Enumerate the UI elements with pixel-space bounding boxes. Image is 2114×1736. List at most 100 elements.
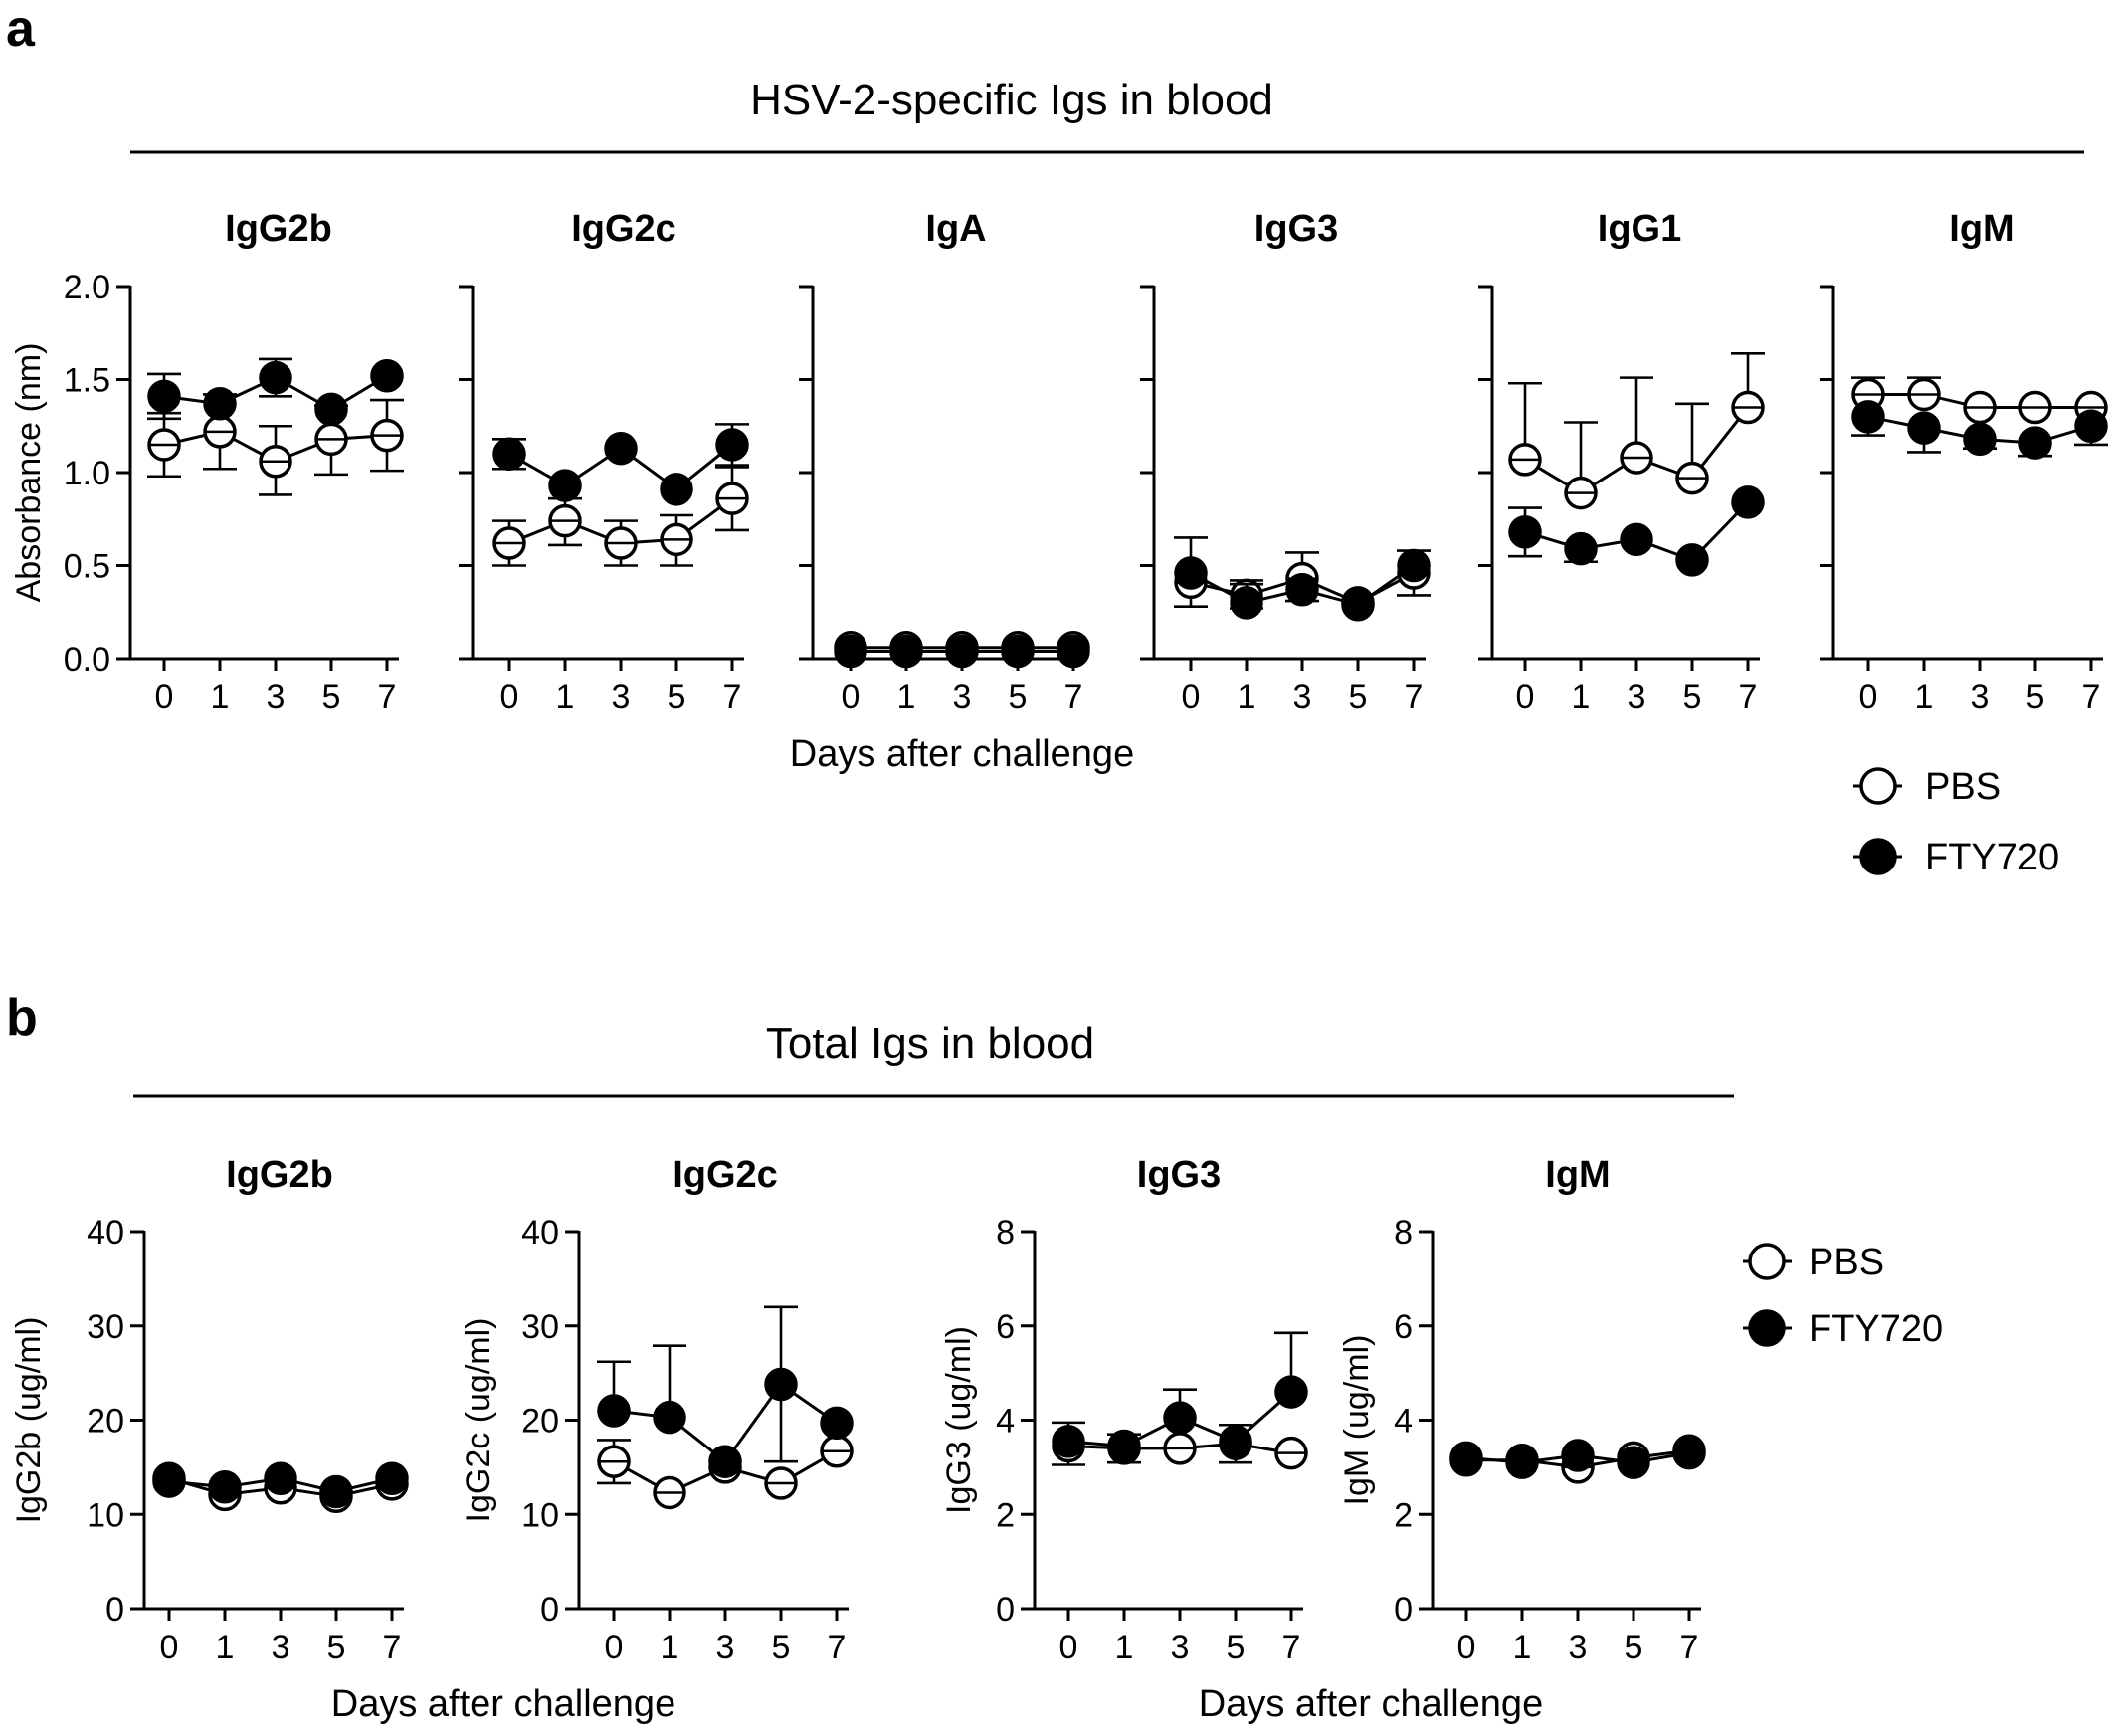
y-tick-label-b-igg2b-3: 30 [87, 1308, 124, 1346]
chart-title-a-igg3: IgG3 [1254, 208, 1338, 250]
panel-b-xlabel-right: Days after challenge [1199, 1683, 1543, 1725]
x-tick-label-a-igg3-4: 7 [1405, 678, 1424, 716]
chart-a-igg3: IgG3 0 1 3 5 7 [1140, 208, 1431, 716]
point-b-igm-fty720-5 [1617, 1446, 1650, 1479]
y-tick-label-b-igg2b-4: 40 [87, 1214, 124, 1252]
point-b-igg3-fty720-1 [1107, 1429, 1141, 1463]
point-b-igm-fty720-7 [1672, 1436, 1706, 1470]
legend-b-pbs-marker [1748, 1243, 1786, 1280]
point-a-igg1-fty720-1 [1564, 531, 1598, 566]
y-tick-label-b-igm-1: 2 [1394, 1496, 1413, 1534]
chart-title-a-igm: IgM [1949, 208, 2014, 250]
point-a-igg3-fty720-0 [1174, 556, 1208, 590]
x-tick-label-b-igg3-3: 5 [1227, 1629, 1246, 1666]
chart-title-a-igg1: IgG1 [1598, 208, 1681, 250]
x-tick-label-a-igg3-0: 0 [1182, 678, 1201, 716]
x-tick-label-a-igg2c-4: 7 [723, 678, 742, 716]
y-tick-label-b-igm-2: 4 [1394, 1403, 1413, 1441]
chart-title-a-igg2b: IgG2b [225, 208, 332, 250]
x-tick-label-a-igm-3: 5 [2026, 678, 2045, 716]
x-tick-label-a-igg2b-4: 7 [378, 678, 397, 716]
point-a-igg3-fty720-3 [1285, 573, 1319, 607]
x-tick-label-b-igm-1: 1 [1513, 1629, 1532, 1666]
x-tick-label-b-igg3-2: 3 [1171, 1629, 1190, 1666]
point-b-igg2c-fty720-0 [597, 1394, 631, 1428]
point-a-igg1-fty720-5 [1675, 543, 1709, 577]
point-b-igg2b-fty720-5 [319, 1474, 353, 1509]
point-a-igg1-fty720-7 [1731, 485, 1765, 519]
chart-title-b-igg2c: IgG2c [673, 1154, 778, 1196]
point-a-igm-fty720-7 [2074, 409, 2108, 443]
point-b-igg3-fty720-7 [1274, 1375, 1308, 1409]
panel-a-title: HSV-2-specific Igs in blood [750, 76, 1273, 124]
legend-b-fty720-marker [1748, 1309, 1786, 1347]
x-tick-label-a-igg3-1: 1 [1238, 678, 1256, 716]
x-tick-label-b-igg2c-0: 0 [605, 1629, 624, 1666]
y-tick-label-a-igg2b-2: 1.0 [64, 455, 110, 492]
x-tick-label-a-iga-4: 7 [1064, 678, 1083, 716]
point-a-igm-fty720-0 [1851, 400, 1885, 434]
legend-fty720-label: FTY720 [1925, 837, 2059, 878]
point-b-igm-fty720-1 [1505, 1446, 1539, 1479]
x-tick-label-b-igm-4: 7 [1680, 1629, 1699, 1666]
x-tick-label-b-igg2c-4: 7 [828, 1629, 847, 1666]
y-tick-label-a-igg2b-0: 0.0 [64, 641, 110, 678]
point-a-igg3-fty720-1 [1230, 586, 1263, 620]
point-b-igg2c-fty720-5 [764, 1367, 798, 1402]
y-tick-label-b-igg3-2: 4 [996, 1403, 1015, 1441]
chart-title-b-igg2b: IgG2b [226, 1154, 333, 1196]
legend-pbs-marker [1859, 767, 1897, 805]
y-tick-label-b-igg3-3: 6 [996, 1308, 1015, 1346]
x-tick-label-b-igg2b-3: 5 [327, 1629, 346, 1666]
point-a-igg2b-fty720-5 [314, 392, 348, 427]
point-a-igm-fty720-3 [1963, 422, 1997, 457]
panel-a-letter: a [6, 0, 36, 58]
y-tick-label-b-igm-3: 6 [1394, 1308, 1413, 1346]
x-tick-label-a-igm-0: 0 [1859, 678, 1878, 716]
x-tick-label-b-igm-0: 0 [1457, 1629, 1476, 1666]
point-b-igg2c-fty720-1 [653, 1400, 686, 1435]
point-a-iga-fty720-0 [834, 634, 867, 669]
panel-a-ylabel: Absorbance (nm) [10, 343, 48, 603]
y-tick-label-a-igg2b-3: 1.5 [64, 362, 110, 400]
x-tick-label-a-igg2c-0: 0 [500, 678, 519, 716]
point-b-igg2c-fty720-7 [820, 1406, 854, 1441]
y-tick-label-b-igg2c-3: 30 [521, 1308, 559, 1346]
point-a-igg1-fty720-3 [1620, 522, 1653, 557]
x-tick-label-a-igg2b-2: 3 [267, 678, 286, 716]
point-a-iga-fty720-3 [945, 634, 979, 669]
x-tick-label-b-igg2b-0: 0 [160, 1629, 179, 1666]
x-tick-label-a-igm-1: 1 [1915, 678, 1934, 716]
point-b-igg2b-fty720-3 [264, 1461, 297, 1495]
point-a-igg2b-fty720-1 [203, 387, 237, 421]
chart-a-iga: IgA 0 1 3 5 7 [799, 208, 1090, 716]
x-tick-label-a-igg2b-1: 1 [211, 678, 230, 716]
x-tick-label-b-igm-2: 3 [1569, 1629, 1588, 1666]
point-a-igg2c-fty720-1 [548, 469, 582, 502]
legend-fty720-marker [1859, 838, 1897, 875]
point-a-igm-fty720-5 [2018, 426, 2052, 460]
legend-pbs-label: PBS [1925, 766, 2001, 808]
y-tick-label-b-igg2c-0: 0 [540, 1591, 559, 1629]
x-tick-label-a-igg2c-1: 1 [556, 678, 575, 716]
x-tick-label-a-igg1-0: 0 [1516, 678, 1535, 716]
chart-title-a-igg2c: IgG2c [571, 208, 676, 250]
x-tick-label-b-igg2b-1: 1 [216, 1629, 235, 1666]
point-b-igg2b-fty720-0 [152, 1464, 186, 1498]
point-b-igg3-fty720-5 [1219, 1425, 1252, 1458]
chart-title-b-igm: IgM [1545, 1154, 1610, 1196]
y-axis-label-b-igg2b: IgG2b (ug/ml) [10, 1317, 48, 1524]
y-tick-label-b-igm-4: 8 [1394, 1214, 1413, 1252]
y-tick-label-b-igg3-0: 0 [996, 1591, 1015, 1629]
x-tick-label-a-igg2b-3: 5 [322, 678, 341, 716]
point-a-igg2c-fty720-7 [715, 428, 749, 462]
y-axis-label-b-igg3: IgG3 (ug/ml) [940, 1326, 978, 1514]
chart-a-igg1: IgG1 0 1 3 5 7 [1478, 208, 1765, 716]
y-tick-label-b-igg2b-2: 20 [87, 1403, 124, 1441]
point-a-igg2b-fty720-0 [147, 379, 181, 414]
point-b-igg2b-fty720-1 [208, 1470, 242, 1504]
